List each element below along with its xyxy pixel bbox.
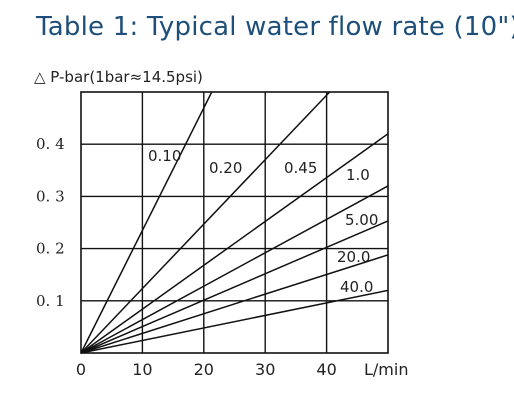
series-label-3: 1.0 xyxy=(346,166,370,184)
y-tick-label-1: 0. 2 xyxy=(36,240,65,258)
series-line-4 xyxy=(80,220,389,354)
x-axis-label: L/min xyxy=(364,360,408,379)
series-line-0 xyxy=(80,91,213,354)
x-tick-label-0: 0 xyxy=(76,360,86,379)
series-label-6: 40.0 xyxy=(340,278,373,296)
series-lines xyxy=(80,91,389,354)
y-axis-label: △ P-bar(1bar≈14.5psi) xyxy=(34,68,203,86)
series-line-1 xyxy=(80,91,331,354)
x-tick-label-2: 20 xyxy=(194,360,214,379)
grid xyxy=(80,91,389,354)
x-tick-label-1: 10 xyxy=(132,360,152,379)
series-label-5: 20.0 xyxy=(337,248,370,266)
plot-frame xyxy=(80,91,389,354)
series-line-6 xyxy=(80,289,389,354)
series-line-3 xyxy=(80,185,389,354)
y-tick-label-0: 0. 1 xyxy=(36,292,65,310)
x-tick-label-3: 30 xyxy=(255,360,275,379)
y-tick-label-2: 0. 3 xyxy=(36,187,65,205)
series-label-1: 0.20 xyxy=(209,159,242,177)
chart-labels: 0.10 0.20 0.45 1.0 5.00 20.0 40.0 0. 1 0. 2 0. 3 0… xyxy=(34,68,408,379)
series-label-4: 5.00 xyxy=(345,211,378,229)
x-tick-label-4: 40 xyxy=(316,360,336,379)
y-tick-label-3: 0. 4 xyxy=(36,135,65,153)
series-label-2: 0.45 xyxy=(284,159,317,177)
series-line-5 xyxy=(80,254,389,354)
chart-title: Table 1: Typical water flow rate (10") xyxy=(36,12,514,42)
series-label-0: 0.10 xyxy=(148,147,181,165)
series-line-2 xyxy=(80,133,389,354)
